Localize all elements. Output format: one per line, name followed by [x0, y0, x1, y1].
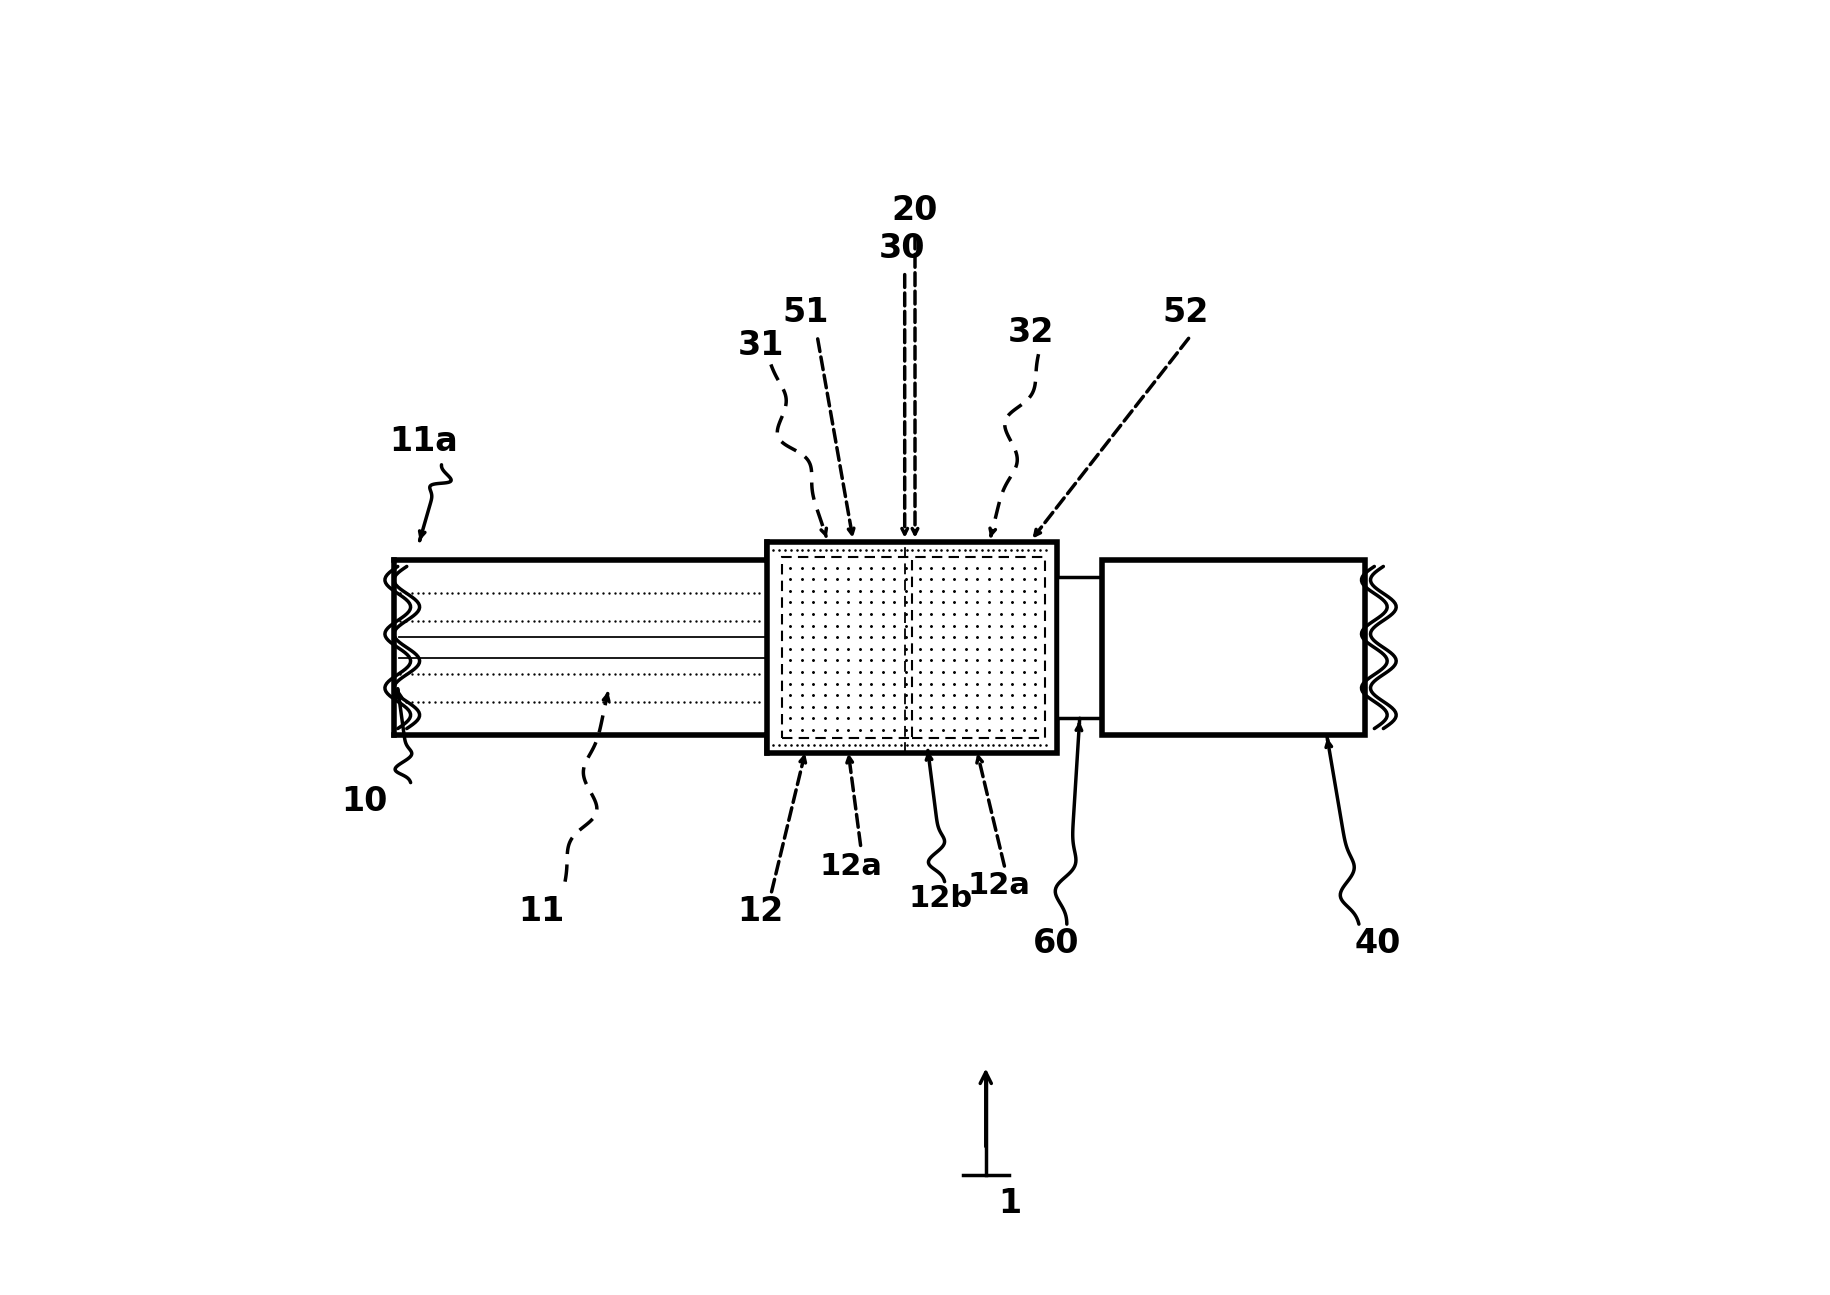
Bar: [1056, 576, 1102, 719]
Text: 51: 51: [783, 297, 829, 329]
Bar: [767, 543, 1056, 752]
Bar: [783, 557, 913, 738]
Text: 52: 52: [1162, 297, 1208, 329]
Text: 11: 11: [518, 895, 565, 927]
Text: 40: 40: [1354, 927, 1402, 960]
Text: 30: 30: [878, 232, 926, 265]
Text: 60: 60: [1034, 927, 1080, 960]
Text: 20: 20: [891, 193, 939, 227]
Text: 31: 31: [737, 329, 783, 361]
Text: 12b: 12b: [910, 884, 974, 913]
Text: 1: 1: [999, 1186, 1021, 1220]
Text: 10: 10: [340, 785, 388, 818]
Bar: [1102, 559, 1365, 736]
Text: 32: 32: [1008, 316, 1054, 348]
Text: 12a: 12a: [820, 852, 882, 881]
Text: 12: 12: [737, 895, 783, 927]
Bar: [911, 557, 1045, 738]
Text: 12a: 12a: [968, 872, 1030, 900]
Text: 11a: 11a: [390, 425, 458, 458]
